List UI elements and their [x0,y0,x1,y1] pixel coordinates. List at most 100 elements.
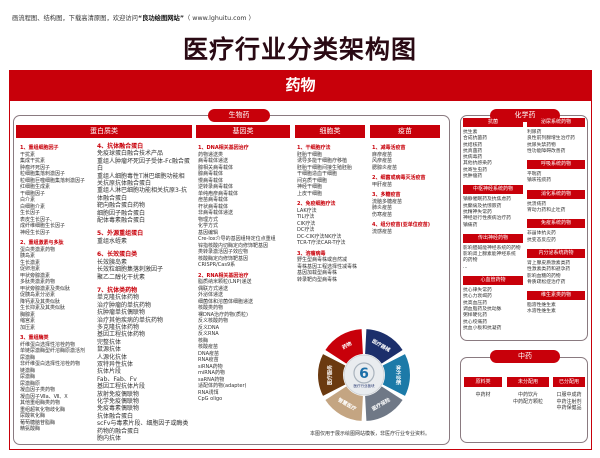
list-item: 基因加载型病毒株 [297,270,338,276]
column-vaccine: 疫苗 [370,125,440,138]
list-item: 重组人细胞毒性T淋巴细胞功能相关抗原抗体融合蛋白 [97,172,185,188]
vaccine-list: 1、减毒活疫苗 麻疹疫苗 风疹疫苗 腮腺炎疫苗 2、细菌或病毒灭活疫苗 甲肝疫苗 3、多糖疫… [372,145,430,235]
site-name: “良功绘图网站” [137,15,184,22]
group-heading: 7、抗体类药物 [97,286,138,294]
group-heading: 1、重组细胞因子 [20,145,59,151]
page-title: 医疗行业分类架构图 [182,35,417,64]
list-item: saRNA药物 [198,376,225,383]
list-item: 非纤维蛋白选择性溶栓药物 [20,361,81,367]
group-heading: 5、外源重组蛋白 [97,230,144,238]
list-item: 镇静催眠药及抗焦虑药 [463,197,511,203]
tcm-label: 中药 [490,350,560,363]
list-item: scFv与毒素片段、细胞因子或酶类药物的融合蛋白 [97,420,189,435]
list-item: 神经生长因子 [20,229,51,236]
list-item: 逆转录病毒载体 [198,184,234,190]
list-item: 药物递送类 [198,151,224,158]
site-url[interactable]: （ www.lghuitu.com ） [184,15,255,22]
list-item: 类转录激活因子效应物 [198,249,249,255]
list-item: 抗心绞痛药 [463,319,487,325]
list-item: 其他抗感染药 [463,161,492,167]
list-item: 缩宫素 [20,318,36,324]
list-item: 胞内抗体 [97,435,122,443]
list-item: 伤寒疫苗 [372,211,393,218]
list-item: DNA疫苗 [198,350,220,357]
list-item: 葡萄糖脑苷脂酶 [20,419,56,426]
list-item: 神经退行性疾病治疗药 [463,216,511,222]
wheel-segment [325,386,363,421]
list-item: 痘苗病毒载体 [198,197,229,203]
list-item: 生长激素 [20,259,41,266]
list-item: TIL疗法 [297,214,315,220]
protein-list-right: 4、抗体融合蛋白 免疫球蛋白融合技术产品 重组人肿瘤坏死因子受体-Fc融合蛋白 重组人… [97,143,190,442]
list-item: 抗精神失常药 [463,209,492,215]
list-item: 裸DNA治疗药物(质粒) [198,311,248,318]
list-item: siRNA药物 [198,363,223,370]
group-heading: 1、干细胞疗法 [297,145,331,151]
list-item: 肺炎疫苗 [372,205,393,211]
list-item: 抗真菌药 [463,148,483,154]
list-item: 腮腺炎疫苗 [372,164,398,171]
list-item: 多肽类激素药物 [20,279,56,285]
list-item: 双特异性抗体 [97,360,134,368]
list-item: 水溶性维生素 [527,309,556,315]
list-item: 腺相关病毒载体 [198,164,234,171]
wheel-segment [382,354,410,396]
list-item: 化学方式 [198,223,219,229]
group-heading: 2、RNA相关基因治疗 [198,272,249,279]
list-item: 流脑多糖疫苗 [372,198,403,205]
list-item: 单链尿激酶型纤溶酶原激活剂 [20,348,86,354]
wheel-center-label: 医疗行业板块 [354,383,375,388]
list-item: 抗结核药 [463,142,483,148]
list-item: 重组水蛭素 [97,237,128,245]
list-item: 单纯疱疹病毒载体 [198,190,239,197]
list-item: CRISPR/Cas9系 [198,262,236,268]
list-item: 中药配方颗粒 [512,398,543,405]
cell-list: 1、干细胞疗法 胚胎干细胞 诱导多能干细胞疗移植 胚胎干细胞间接生殖胚胎 干细胞造血干细… [297,145,357,283]
group-heading: 2、免疫细胞疗法 [297,201,336,207]
list-item: 表皮生长因子、 [20,216,56,223]
list-item: 抗心律失常药 [463,288,492,294]
list-item: 镇咳祛痰药 [527,178,551,184]
wheel-segment [365,386,403,421]
tcm-col-unformulated: 未分配用 中药饮片 中药配方颗粒 [507,377,549,405]
list-item: 影响胆碱能神经系统的药物 [463,245,521,251]
list-item: 聚乙二醇化干扰素 [97,273,146,281]
list-item: 基因工程抗体片段 [97,383,146,391]
list-item: 脂质纳米颗粒(LNP)递送 [198,279,252,285]
list-item: 毒株基因工程选择性减毒株 [297,263,358,270]
list-item: 基因工程抗体药物 [97,331,146,339]
tcm-heading: 未分配用 [507,377,549,387]
list-item: 锌指核酸内切酶定向修饰靶基因 [198,242,269,249]
list-item: 偶联方式递送 [198,285,229,292]
list-item: 风疹疫苗 [372,158,393,164]
list-item: 胸腺素 [20,311,36,318]
list-item: 单克隆抗体药物 [97,294,140,302]
wheel-number: 6 [359,366,369,382]
list-item: DC疗法 [297,227,315,233]
column-gene: 基因类 [196,125,290,138]
list-item: 粒细胞集落刺激因子 [20,171,66,177]
wheel-segment-label: 体外诊断 [395,365,402,385]
group-heading: 免疫系统药物 [527,219,585,229]
list-item: 转录靶向型病毒株 [297,276,338,283]
list-item: 免疫毒素偶联物 [97,405,140,413]
list-item: 中药保健品 [556,405,582,411]
list-item: 肾上腺皮质激素类药 [527,260,571,266]
list-item: 上皮干细胞 [297,190,323,197]
list-item: 凝血因子Ⅶa、Ⅶ、Ⅹ [20,393,68,400]
wheel-segment [325,329,363,364]
list-item: 胚胎干细胞间接生殖胚胎 [297,164,353,171]
list-item: 多克隆抗体药物 [97,323,140,331]
list-item: 的药物 [463,258,478,264]
group-heading: 心血管药物 [463,276,523,286]
list-item: 粥样硬化药 [463,313,487,319]
list-item: 重组人淋巴细胞功能相关抗原3-抗体融合蛋白 [97,187,187,202]
list-item: 加压素 [20,324,36,331]
tcm-col-raw: 原料类 中药材 [464,377,502,399]
list-item: 蛋白类激素药物 [20,246,56,253]
list-item: 完整抗体 [97,338,122,346]
list-item: 重组人肿瘤坏死因子受体-Fc融合蛋白 [97,157,190,173]
column-cell: 细胞类 [295,125,365,138]
group-heading: 2、重组激素与多肽 [20,240,64,246]
